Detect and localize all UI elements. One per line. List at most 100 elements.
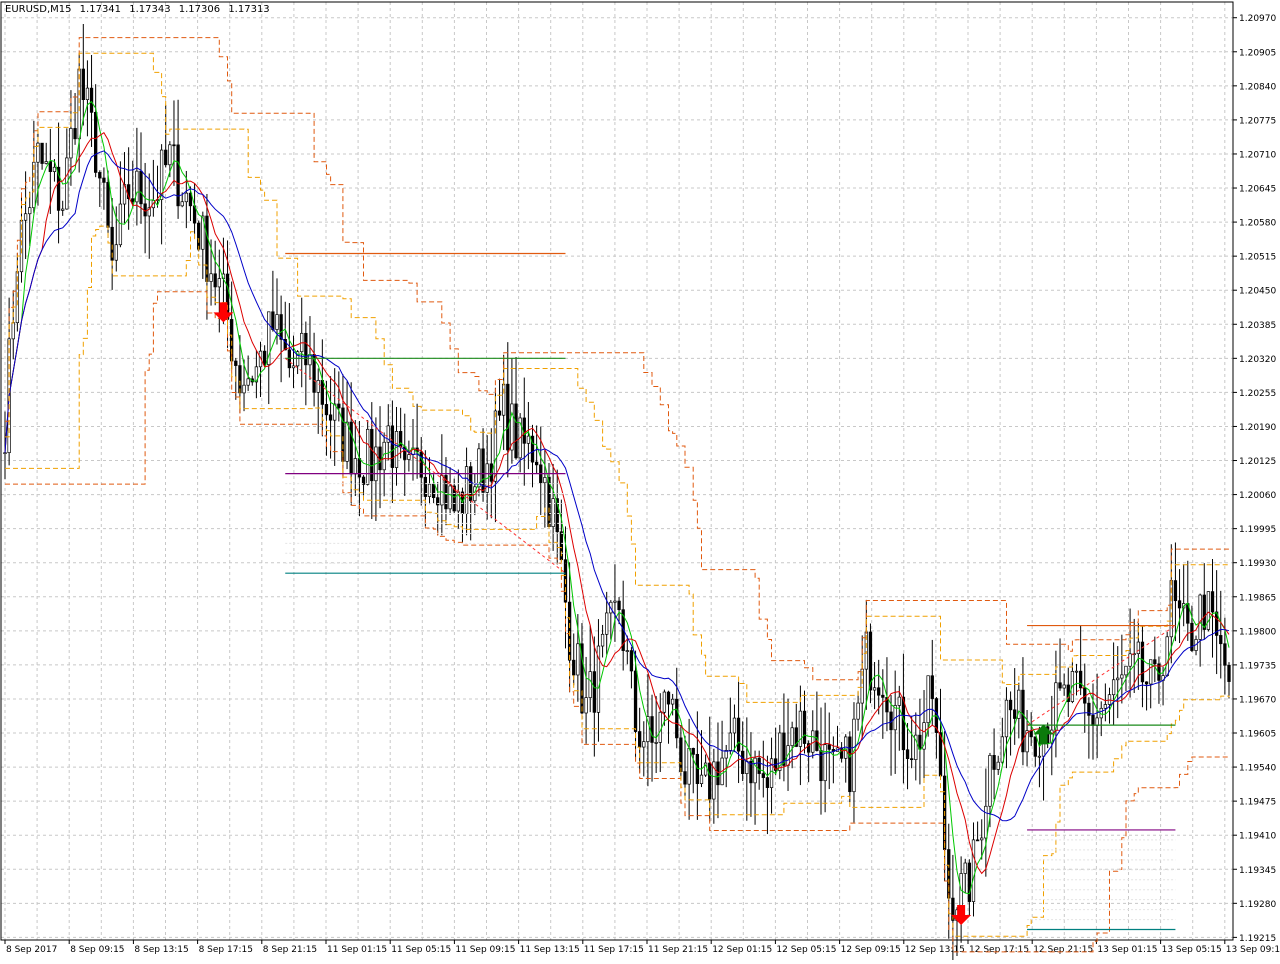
candle-body bbox=[23, 213, 28, 221]
candle-body bbox=[514, 403, 518, 459]
candle-body bbox=[386, 425, 390, 443]
candle-body bbox=[316, 380, 320, 393]
time-tick-label: 8 Sep 2017 bbox=[6, 945, 57, 955]
candle-body bbox=[184, 192, 188, 203]
candle-body bbox=[576, 643, 580, 676]
candle-body bbox=[493, 410, 498, 482]
price-tick-label: 1.20905 bbox=[1239, 48, 1276, 58]
candle-body bbox=[427, 483, 432, 497]
candle-body bbox=[98, 172, 102, 179]
time-tick-label: 8 Sep 21:15 bbox=[263, 945, 317, 955]
candle-body bbox=[431, 483, 436, 499]
time-tick-label: 8 Sep 13:15 bbox=[134, 945, 188, 955]
candle-body bbox=[617, 600, 621, 611]
candle-body bbox=[732, 717, 737, 734]
candle-body bbox=[1198, 594, 1202, 640]
candle-body bbox=[102, 177, 106, 183]
candle-body bbox=[526, 435, 531, 444]
time-tick-label: 11 Sep 17:15 bbox=[584, 945, 644, 955]
candle-body bbox=[56, 166, 61, 211]
candle-body bbox=[456, 491, 460, 512]
candle-body bbox=[353, 458, 357, 475]
candle-body bbox=[1128, 653, 1132, 667]
candle-body bbox=[172, 144, 176, 147]
candle-body bbox=[877, 687, 881, 696]
price-tick-label: 1.20580 bbox=[1239, 219, 1276, 229]
price-tick-label: 1.20385 bbox=[1239, 321, 1276, 331]
symbol-header: EURUSD,M15 1.17341 1.17343 1.17306 1.173… bbox=[5, 4, 275, 15]
candle-body bbox=[530, 435, 535, 463]
candle-body bbox=[271, 311, 275, 330]
candle-body bbox=[135, 170, 139, 203]
candle-body bbox=[852, 718, 856, 793]
candle-body bbox=[139, 170, 143, 205]
candle-body bbox=[642, 741, 646, 748]
candle-body bbox=[279, 314, 283, 340]
time-tick-label: 12 Sep 09:15 bbox=[841, 945, 901, 955]
candle-body bbox=[1025, 730, 1029, 753]
price-tick-label: 1.19995 bbox=[1239, 525, 1276, 535]
candle-body bbox=[897, 696, 901, 706]
price-tick-label: 1.20645 bbox=[1239, 185, 1276, 195]
candle-body bbox=[333, 403, 337, 421]
candle-body bbox=[283, 339, 287, 351]
candle-body bbox=[708, 762, 712, 800]
candle-body bbox=[324, 404, 329, 416]
candle-body bbox=[131, 198, 135, 203]
candle-body bbox=[1223, 643, 1227, 666]
candle-body bbox=[769, 758, 774, 788]
candle-body bbox=[600, 633, 605, 647]
candle-body bbox=[592, 671, 596, 713]
candle-body bbox=[984, 805, 988, 839]
candle-body bbox=[658, 711, 662, 743]
time-tick-label: 12 Sep 17:15 bbox=[969, 945, 1029, 955]
candle-body bbox=[180, 201, 184, 207]
price-tick-label: 1.20775 bbox=[1239, 116, 1276, 126]
candle-body bbox=[951, 897, 955, 921]
candle-body bbox=[448, 485, 452, 510]
candle-body bbox=[625, 650, 629, 652]
candle-body bbox=[1149, 659, 1153, 685]
candle-body bbox=[798, 710, 803, 747]
candle-body bbox=[61, 208, 65, 211]
candle-body bbox=[1177, 600, 1182, 609]
candle-body bbox=[94, 112, 98, 173]
candle-body bbox=[670, 698, 675, 705]
candle-body bbox=[588, 671, 592, 698]
candle-body bbox=[328, 414, 333, 421]
time-tick-label: 12 Sep 05:15 bbox=[776, 945, 836, 955]
candle-body bbox=[980, 837, 984, 841]
candle-body bbox=[258, 350, 263, 368]
candle-body bbox=[291, 365, 296, 369]
candle-body bbox=[357, 458, 362, 478]
candle-body bbox=[217, 278, 221, 288]
candle-body bbox=[1004, 699, 1009, 738]
candle-body bbox=[679, 737, 683, 772]
channel-lower-1 bbox=[5, 225, 1230, 937]
price-tick-label: 1.19930 bbox=[1239, 559, 1276, 569]
candle-body bbox=[419, 451, 423, 478]
time-tick-label: 13 Sep 09:15 bbox=[1226, 945, 1280, 955]
candle-body bbox=[106, 182, 110, 228]
candle-body bbox=[444, 475, 448, 510]
candle-body bbox=[823, 744, 827, 782]
candle-body bbox=[188, 192, 193, 207]
quote-high: 1.17343 bbox=[129, 4, 171, 15]
candle-body bbox=[1214, 611, 1219, 636]
candle-body bbox=[28, 207, 32, 215]
quote-open: 1.17341 bbox=[79, 4, 122, 15]
candle-body bbox=[147, 207, 151, 217]
candle-body bbox=[699, 774, 704, 784]
candle-body bbox=[724, 750, 728, 759]
candle-body bbox=[778, 732, 782, 771]
candle-body bbox=[1033, 736, 1037, 757]
candle-body bbox=[996, 761, 1000, 770]
candle-body bbox=[794, 727, 798, 747]
channel-lower-0 bbox=[5, 291, 1229, 953]
candle-body bbox=[745, 760, 749, 774]
signal-arrow-down-icon bbox=[213, 302, 234, 323]
candle-body bbox=[246, 378, 250, 386]
candle-body bbox=[1136, 641, 1140, 655]
candle-body bbox=[650, 716, 654, 743]
